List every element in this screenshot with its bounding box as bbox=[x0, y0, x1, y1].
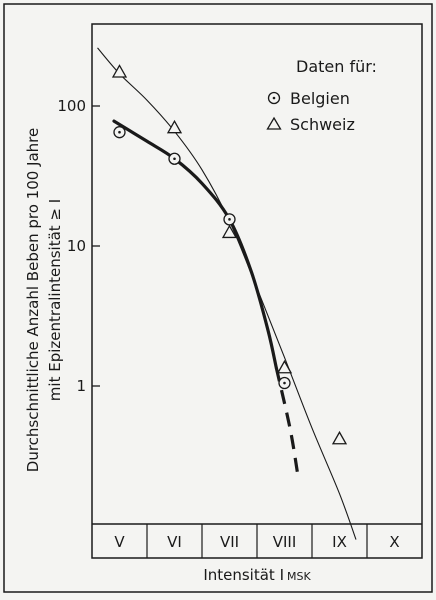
legend-triangle-marker bbox=[266, 116, 282, 130]
belgien-fit-curve bbox=[112, 119, 278, 370]
category-label: VII bbox=[220, 533, 239, 551]
schweiz-point bbox=[166, 119, 183, 134]
schweiz-point bbox=[111, 64, 128, 78]
y-tick-label: 100 bbox=[57, 97, 86, 115]
belgien-point bbox=[168, 152, 181, 165]
belgien-point bbox=[113, 126, 126, 139]
legend-label-belgien: Belgien bbox=[290, 89, 350, 108]
y-tick-label: 10 bbox=[67, 237, 86, 255]
legend-circle-dot-center bbox=[272, 96, 276, 100]
belgien-point-center bbox=[283, 381, 286, 385]
belgien-fit-extrapolation bbox=[274, 367, 300, 479]
y-axis-label: Durchschnittliche Anzahl Beben pro 100 J… bbox=[24, 128, 64, 472]
legend-item-schweiz: Schweiz bbox=[266, 115, 355, 134]
y-ticks: 1 10 100 bbox=[57, 97, 100, 395]
x-axis-label-subscript: MSK bbox=[287, 570, 311, 583]
x-axis-label-main: Intensität I bbox=[203, 566, 284, 584]
schweiz-point bbox=[221, 224, 238, 239]
category-dividers bbox=[146, 524, 368, 558]
category-label: X bbox=[389, 533, 399, 551]
category-label: V bbox=[114, 533, 125, 551]
belgien-point-center bbox=[228, 218, 231, 221]
legend-circle-dot-marker bbox=[267, 91, 281, 105]
category-labels: V VI VII VIII IX X bbox=[114, 533, 399, 551]
x-axis-label: Intensität I MSK bbox=[203, 566, 311, 584]
belgien-point-center bbox=[173, 157, 176, 161]
data-markers bbox=[111, 64, 348, 445]
category-label: IX bbox=[332, 533, 347, 551]
legend-title: Daten für: bbox=[296, 57, 377, 76]
figure-border bbox=[3, 3, 433, 593]
legend-item-belgien: Belgien bbox=[267, 89, 350, 108]
category-label: VI bbox=[167, 533, 182, 551]
y-axis-label-line1: Durchschnittliche Anzahl Beben pro 100 J… bbox=[24, 128, 42, 472]
belgien-point-center bbox=[118, 130, 121, 134]
legend: Daten für: Belgien Schweiz bbox=[266, 57, 377, 134]
y-tick-label: 1 bbox=[76, 377, 86, 395]
fit-curves bbox=[97, 47, 357, 540]
legend-label-schweiz: Schweiz bbox=[290, 115, 355, 134]
y-axis-label-line2: mit Epizentralintensität ≥ I bbox=[46, 199, 64, 401]
schweiz-point bbox=[331, 430, 348, 445]
belgien-point bbox=[223, 213, 236, 226]
category-label: VIII bbox=[273, 533, 297, 551]
belgien-point bbox=[278, 376, 291, 390]
schweiz-point bbox=[276, 359, 293, 374]
